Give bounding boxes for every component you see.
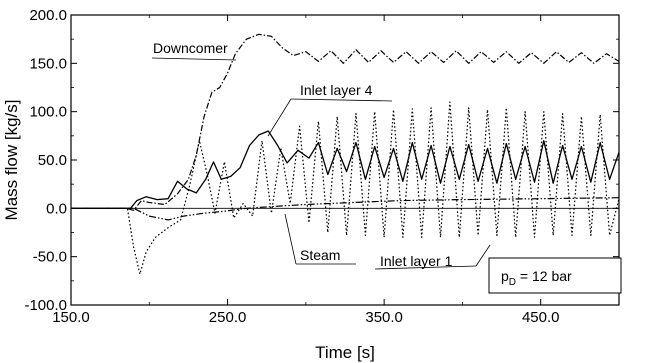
inlet-layer-4-pointer — [267, 98, 292, 137]
series-line-steam — [71, 197, 620, 221]
downcomer-leader — [151, 57, 237, 61]
y-tick-label: 50.0 — [38, 152, 67, 169]
y-tick-label: -50.0 — [33, 249, 67, 266]
x-tick-label: 250.0 — [209, 309, 247, 326]
y-tick-label: 200.0 — [29, 7, 67, 24]
plot-frame — [70, 14, 620, 306]
y-axis-label: Mass flow [kg/s] — [2, 100, 21, 221]
x-tick-label: 450.0 — [522, 309, 560, 326]
steam-label: Steam — [300, 247, 340, 263]
x-tick-label: 350.0 — [365, 309, 403, 326]
y-tick-label: 150.0 — [29, 55, 67, 72]
downcomer-label: Downcomer — [153, 40, 228, 56]
inlet-layer-1-label: Inlet layer 1 — [380, 253, 453, 269]
series-callouts: Downcomer Inlet layer 4 Steam Inlet laye… — [151, 40, 491, 270]
y-tick-label: -100.0 — [24, 297, 67, 314]
inlet-layer-4-label: Inlet layer 4 — [300, 82, 373, 98]
pressure-box: pD = 12 bar — [488, 257, 622, 294]
svg-text:pD = 12 bar: pD = 12 bar — [501, 268, 572, 288]
inlet-layer-1-leader — [374, 265, 477, 270]
series-line-inlet-layer-4 — [71, 130, 620, 209]
series-line-inlet-layer-1 — [71, 101, 620, 275]
series-layer — [71, 33, 620, 275]
inlet-layer-1-pointer — [475, 244, 491, 267]
pressure-subscript: D — [509, 277, 516, 288]
inlet-layer-4-leader — [290, 98, 393, 102]
tick-labels: -100.0 -50.0 0.0 50.0 100.0 150.0 200.0 150.0 25… — [24, 7, 559, 326]
steam-pointer — [284, 213, 297, 265]
y-tick-label: 100.0 — [29, 104, 67, 121]
pressure-symbol: p — [501, 268, 509, 284]
x-tick-label: 150.0 — [52, 309, 90, 326]
series-line-downcomer — [71, 33, 620, 211]
x-axis-label: Time [s] — [315, 343, 375, 362]
y-tick-label: 0.0 — [46, 200, 67, 217]
pressure-value: = 12 bar — [516, 268, 572, 284]
